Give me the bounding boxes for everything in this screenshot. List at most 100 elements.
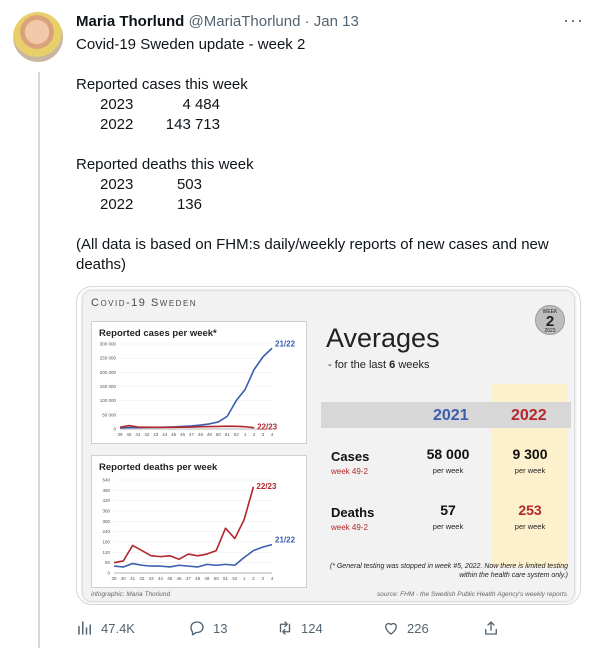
avatar[interactable]	[13, 12, 63, 62]
x-tick-label: 49	[207, 432, 213, 437]
year-2021-label: 2021	[433, 407, 469, 424]
x-tick-label: 2	[253, 432, 256, 437]
y-tick-label: 540	[102, 478, 110, 483]
tweet-header: Maria Thorlund @MariaThorlund · Jan 13	[76, 13, 359, 30]
analytics-icon	[78, 621, 91, 635]
tweet-title: Covid-19 Sweden update - week 2	[76, 36, 306, 53]
thread-line	[38, 72, 40, 648]
x-tick-label: 52	[234, 432, 240, 437]
series-label: 22/23	[257, 423, 278, 432]
x-tick-label: 40	[126, 432, 132, 437]
x-tick-label: 46	[177, 576, 183, 581]
y-tick-label: 100 000	[100, 398, 117, 403]
y-tick-label: 420	[102, 498, 110, 503]
views-button[interactable]: 47.4K	[76, 619, 135, 637]
cases-2022-value: 143 713	[165, 116, 220, 133]
series-label: 21/22	[275, 339, 296, 348]
cases-label: Cases	[331, 449, 370, 464]
x-tick-label: 49	[204, 576, 210, 581]
retweet-button[interactable]: 124	[276, 619, 323, 637]
deaths-header: Reported deaths this week	[76, 156, 254, 173]
x-tick-label: 44	[162, 432, 168, 437]
deaths-2023-year: 2023	[100, 176, 134, 193]
deaths-chart-title: Reported deaths per week	[99, 462, 218, 473]
x-tick-label: 4	[271, 576, 274, 581]
y-tick-label: 0	[113, 427, 116, 432]
deaths-2021-value: 57	[440, 502, 456, 518]
series-line-22-23	[113, 486, 255, 564]
reply-button[interactable]: 13	[188, 619, 227, 637]
y-tick-label: 300	[102, 519, 110, 524]
deaths-2022-value: 136	[176, 196, 202, 213]
x-tick-label: 3	[262, 432, 265, 437]
infographic-credit: infographic: Maria Thorlund	[91, 591, 171, 598]
y-tick-label: 120	[102, 550, 110, 555]
cases-2022-value: 9 300	[512, 446, 548, 462]
tweet-date[interactable]: Jan 13	[313, 13, 359, 30]
y-tick-label: 50 000	[102, 412, 116, 417]
x-tick-label: 39	[111, 576, 117, 581]
cases-2023-year: 2023	[100, 96, 134, 113]
cases-chart: Reported cases per week* 0 50 000 100 000 1…	[91, 321, 307, 444]
series-line-21-22	[119, 347, 273, 429]
data-note: (All data is based on FHM:s daily/weekly…	[76, 236, 549, 273]
y-tick-label: 240	[102, 529, 110, 534]
cases-chart-svg: 0 50 000 100 000 150 000 200 000 250 000 300 0…	[100, 339, 296, 437]
x-tick-label: 41	[130, 576, 136, 581]
x-tick-label: 4	[271, 432, 274, 437]
y-tick-label: 480	[102, 488, 110, 493]
retweet-icon	[279, 621, 291, 635]
share-icon	[485, 621, 497, 635]
cases-header: Reported cases this week	[76, 76, 248, 93]
x-tick-label: 50	[216, 432, 222, 437]
cases-2023-value: 4 484	[182, 96, 220, 113]
deaths-2022-per-week: per week	[514, 522, 546, 531]
series-label: 21/22	[275, 536, 296, 545]
x-tick-label: 44	[158, 576, 164, 581]
y-tick-label: 0	[107, 571, 110, 576]
x-tick-label: 51	[225, 432, 231, 437]
x-tick-label: 43	[153, 432, 159, 437]
infographic-title: Covid-19 Sweden	[91, 297, 198, 309]
y-tick-label: 300 000	[100, 342, 117, 347]
author-name[interactable]: Maria Thorlund	[76, 13, 185, 30]
meta-separator: ·	[300, 13, 314, 30]
cases-weeks: week 49-2	[331, 467, 368, 476]
x-tick-label: 3	[261, 576, 264, 581]
x-tick-label: 47	[189, 432, 195, 437]
deaths-2021-per-week: per week	[432, 522, 464, 531]
cases-2021-per-week: per week	[432, 466, 464, 475]
deaths-label: Deaths	[331, 505, 375, 520]
share-button[interactable]	[482, 619, 500, 637]
x-tick-label: 42	[139, 576, 145, 581]
y-tick-label: 180	[102, 540, 110, 545]
x-tick-label: 48	[198, 432, 204, 437]
cases-2022-per-week: per week	[514, 466, 546, 475]
x-tick-label: 48	[195, 576, 201, 581]
views-count: 47.4K	[101, 620, 135, 636]
more-dots-icon[interactable]: ···	[563, 10, 584, 30]
heart-icon	[385, 622, 397, 635]
cases-2022-year: 2022	[100, 116, 134, 133]
x-tick-label: 47	[186, 576, 192, 581]
author-handle[interactable]: @MariaThorlund	[188, 13, 301, 30]
deaths-weeks: week 49-2	[331, 523, 368, 532]
x-tick-label: 45	[171, 432, 177, 437]
retweet-count: 124	[301, 620, 323, 636]
x-tick-label: 45	[167, 576, 173, 581]
x-tick-label: 50	[214, 576, 220, 581]
series-line-22-23	[119, 424, 255, 429]
reply-count: 13	[213, 620, 228, 636]
x-tick-label: 39	[117, 432, 123, 437]
x-tick-label: 43	[149, 576, 155, 581]
x-tick-label: 42	[144, 432, 150, 437]
x-tick-label: 1	[244, 432, 247, 437]
y-tick-label: 250 000	[100, 356, 117, 361]
action-bar: 47.4K 13 124 226	[76, 619, 581, 639]
like-button[interactable]: 226	[382, 619, 429, 637]
footnote: (* General testing was stopped in week #…	[329, 563, 568, 579]
infographic-source: source: FHM - the Swedish Public Health …	[377, 591, 567, 598]
tweet-image[interactable]: Covid-19 Sweden WEEK 2 2023 Reported cas…	[76, 286, 581, 605]
infographic: Covid-19 Sweden WEEK 2 2023 Reported cas…	[83, 291, 574, 601]
series-line-21-22	[113, 543, 273, 568]
